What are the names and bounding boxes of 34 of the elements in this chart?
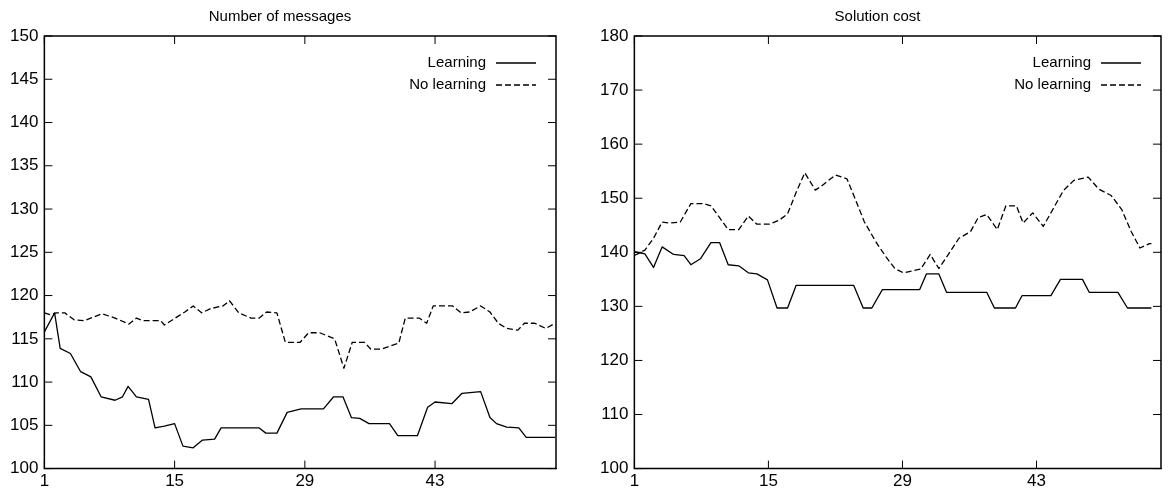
legend-label: No learning xyxy=(1014,75,1091,93)
y-tick-label: 125 xyxy=(9,241,39,261)
y-tick-label: 145 xyxy=(9,68,39,88)
y-tick-label: 100 xyxy=(9,458,39,478)
y-tick-label: 115 xyxy=(11,328,39,348)
y-tick-label: 140 xyxy=(9,112,39,132)
chart-title: Solution cost xyxy=(834,7,922,25)
legend-label: Learning xyxy=(1032,53,1091,71)
x-tick-label: 1 xyxy=(629,471,640,491)
x-tick-label: 15 xyxy=(165,471,185,491)
y-tick-label: 150 xyxy=(9,25,39,45)
y-tick-label: 120 xyxy=(9,285,39,305)
x-tick-label: 1 xyxy=(39,471,50,491)
legend-label: No learning xyxy=(409,75,486,93)
y-tick-label: 110 xyxy=(601,404,629,424)
y-tick-label: 140 xyxy=(599,241,629,261)
y-tick-label: 150 xyxy=(599,187,629,207)
y-tick-label: 120 xyxy=(599,350,629,370)
y-tick-label: 170 xyxy=(599,79,629,99)
y-tick-label: 135 xyxy=(9,155,39,175)
x-tick-label: 43 xyxy=(1027,471,1046,491)
y-tick-label: 160 xyxy=(599,133,629,153)
y-tick-label: 110 xyxy=(11,371,39,391)
chart-title: Number of messages xyxy=(208,7,352,25)
y-tick-label: 130 xyxy=(599,296,629,316)
y-tick-label: 180 xyxy=(599,25,629,45)
y-tick-label: 105 xyxy=(9,415,39,435)
x-tick-label: 15 xyxy=(758,471,778,491)
legend-label: Learning xyxy=(427,53,486,71)
y-tick-label: 100 xyxy=(599,458,629,478)
x-tick-label: 29 xyxy=(295,471,315,491)
y-tick-label: 130 xyxy=(9,198,39,218)
x-tick-label: 29 xyxy=(893,471,912,491)
x-tick-label: 43 xyxy=(425,471,445,491)
